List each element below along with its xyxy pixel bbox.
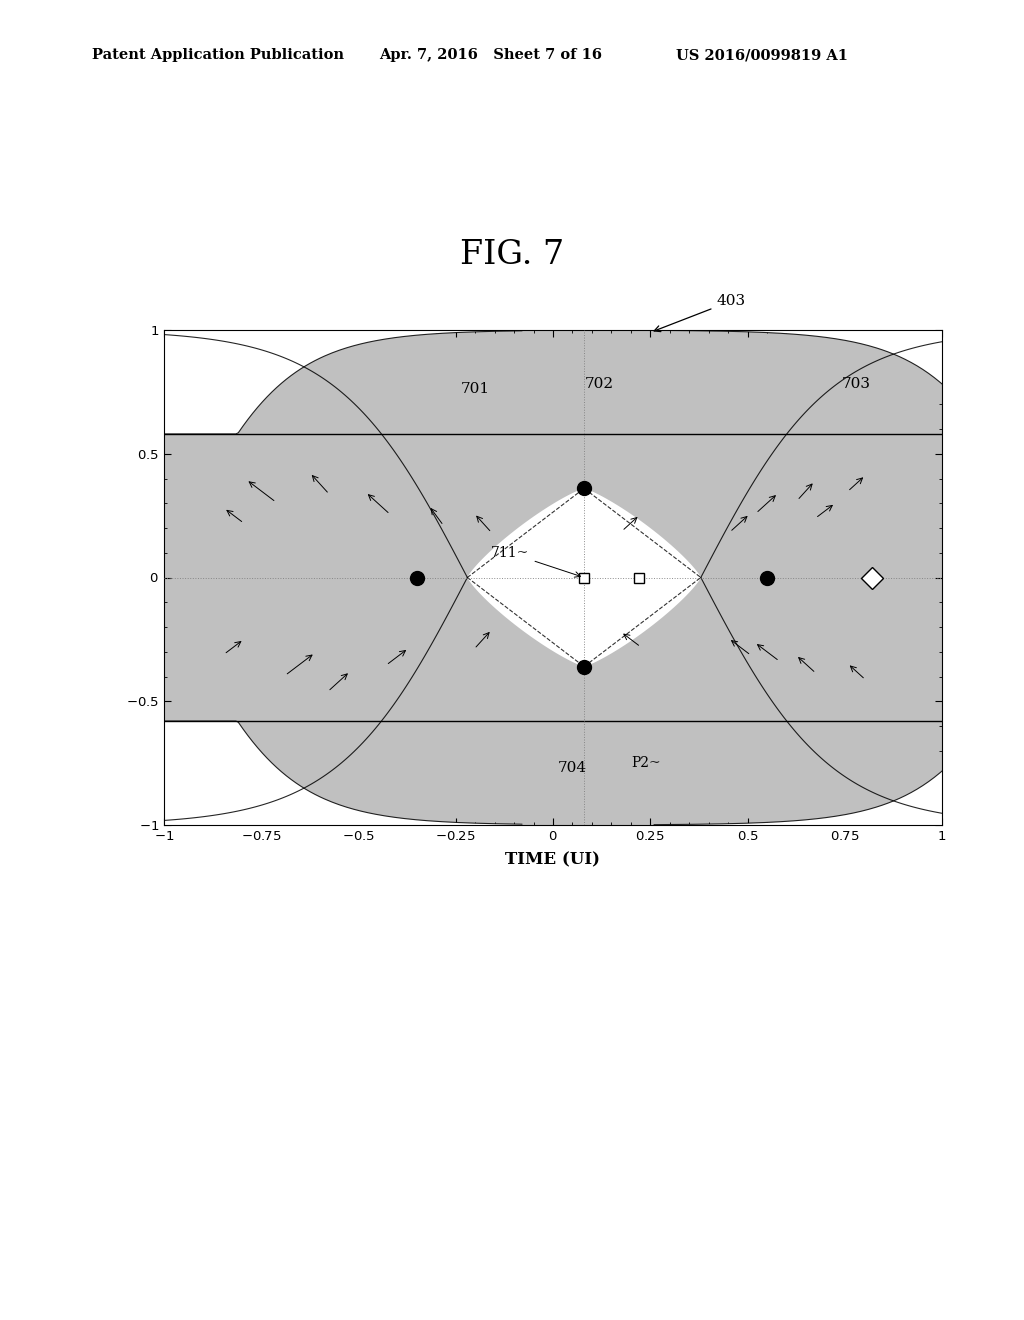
Polygon shape — [467, 488, 700, 667]
Text: 711~: 711~ — [492, 546, 581, 577]
X-axis label: TIME (UI): TIME (UI) — [506, 851, 600, 869]
Text: 702: 702 — [585, 378, 614, 392]
Polygon shape — [654, 330, 942, 384]
Polygon shape — [164, 330, 522, 434]
Text: 403: 403 — [654, 294, 745, 331]
Text: 703: 703 — [842, 378, 871, 392]
Text: Apr. 7, 2016   Sheet 7 of 16: Apr. 7, 2016 Sheet 7 of 16 — [379, 49, 602, 62]
Text: Patent Application Publication: Patent Application Publication — [92, 49, 344, 62]
Polygon shape — [654, 771, 942, 825]
Text: P2~: P2~ — [631, 755, 660, 770]
Text: 704: 704 — [558, 762, 587, 775]
Text: US 2016/0099819 A1: US 2016/0099819 A1 — [676, 49, 848, 62]
Polygon shape — [164, 721, 522, 825]
Text: 701: 701 — [461, 383, 489, 396]
Text: FIG. 7: FIG. 7 — [460, 239, 564, 271]
